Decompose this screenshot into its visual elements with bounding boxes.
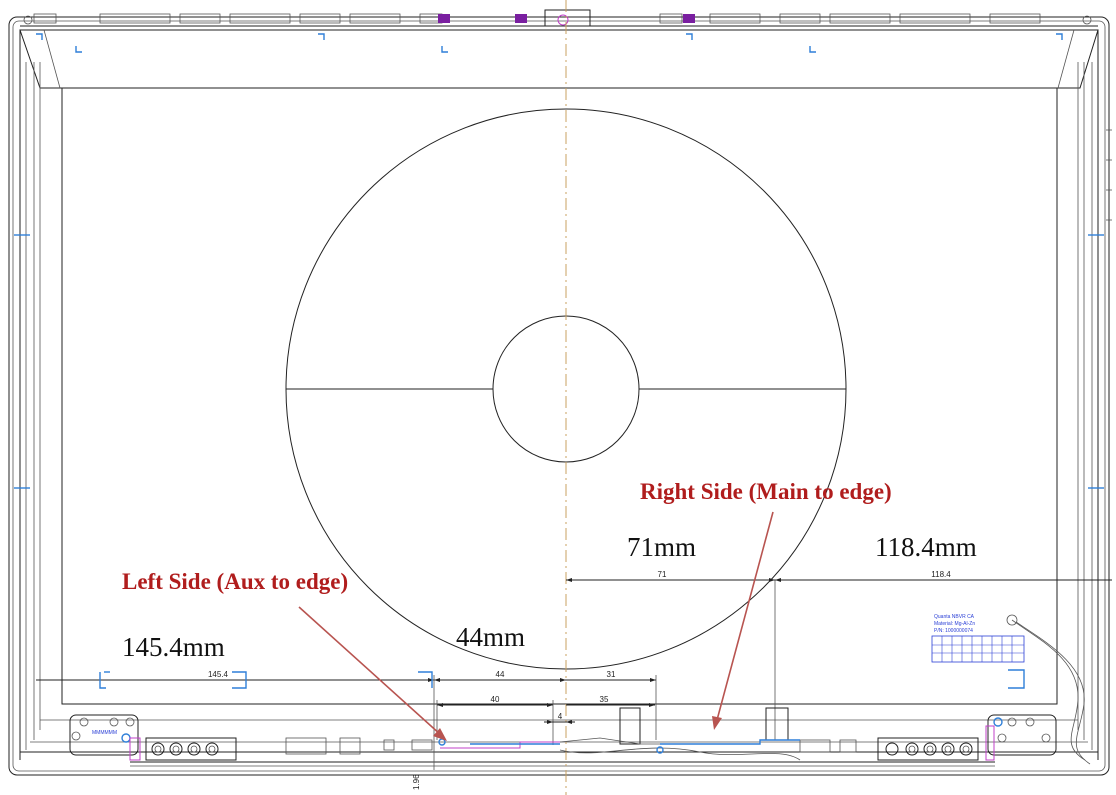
dim-44: 44 bbox=[496, 670, 505, 679]
dimension-lines bbox=[36, 578, 1112, 770]
dim-4: 4 bbox=[558, 712, 563, 721]
left-hinge: MMMMMM bbox=[69, 714, 139, 756]
bezel-frame bbox=[8, 16, 1112, 776]
svg-text:P/N: 1000000074: P/N: 1000000074 bbox=[934, 628, 973, 634]
label-145-4mm: 145.4mm bbox=[122, 632, 225, 662]
bottom-cable-area bbox=[285, 707, 857, 761]
right-side-label: Right Side (Main to edge) bbox=[640, 479, 892, 504]
label-44mm: 44mm bbox=[456, 622, 525, 652]
top-corner-brackets bbox=[36, 33, 1063, 53]
svg-text:Quanta NBVR CA: Quanta NBVR CA bbox=[934, 614, 975, 620]
dim-118-4: 118.4 bbox=[931, 570, 951, 579]
svg-text:Material: Mg-Al-Zn: Material: Mg-Al-Zn bbox=[934, 621, 975, 627]
dim-40: 40 bbox=[491, 695, 500, 704]
left-screw-row bbox=[129, 737, 237, 761]
dim-1-96: 1.96 bbox=[412, 774, 421, 790]
bottom-blue-brackets bbox=[99, 669, 1025, 689]
right-screw-row bbox=[877, 725, 995, 761]
product-label: Quanta NBVR CA Material: Mg-Al-Zn P/N: 1… bbox=[931, 614, 1091, 765]
dim-35: 35 bbox=[600, 695, 609, 704]
dim-31: 31 bbox=[607, 670, 616, 679]
top-hardware-strip bbox=[23, 9, 1092, 27]
label-118-4mm: 118.4mm bbox=[875, 532, 977, 562]
left-side-label: Left Side (Aux to edge) bbox=[122, 569, 348, 594]
dim-71: 71 bbox=[658, 570, 667, 579]
svg-text:MMMMMM: MMMMMM bbox=[92, 730, 117, 736]
annotation-arrows bbox=[298, 511, 774, 741]
label-71mm: 71mm bbox=[627, 532, 696, 562]
dim-145-4: 145.4 bbox=[208, 670, 229, 679]
right-hinge bbox=[987, 714, 1057, 756]
